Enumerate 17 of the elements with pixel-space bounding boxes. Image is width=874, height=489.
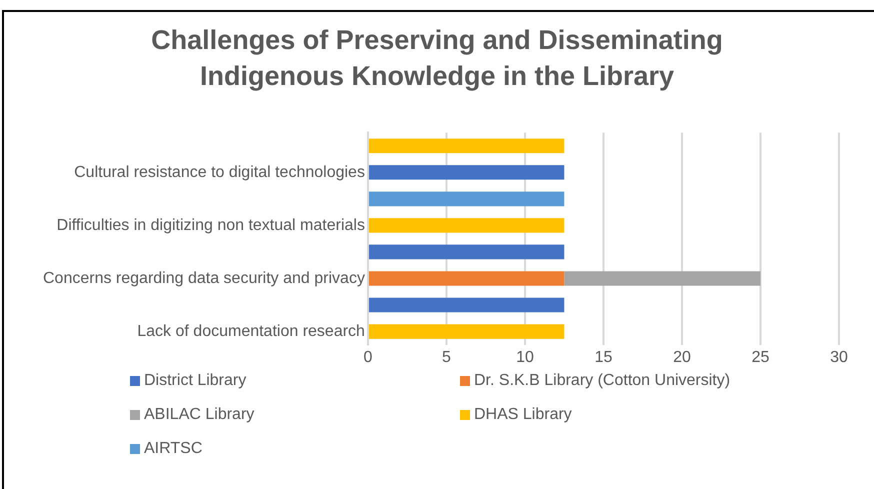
x-tick-label: 10 (516, 348, 534, 366)
legend-label: DHAS Library (474, 406, 572, 424)
y-tick-label: Concerns regarding data security and privacy (42, 270, 365, 287)
y-tick-label: Cultural resistance to digital technologies (74, 164, 365, 181)
x-tick-label: 5 (442, 348, 451, 366)
x-tick-label: 15 (594, 348, 612, 366)
legend-label: Dr. S.K.B Library (Cotton University) (474, 372, 730, 390)
x-tick-label: 30 (830, 348, 848, 366)
legend-label: ABILAC Library (144, 406, 254, 424)
x-tick-label: 0 (363, 348, 372, 366)
x-tick-label: 20 (673, 348, 691, 366)
chart-title: Challenges of Preserving and Disseminating Indigenous Knowledge in the Library (150, 24, 724, 93)
legend-label: District Library (144, 372, 246, 390)
legend-label: AIRTSC (144, 440, 202, 458)
y-tick-label: Lack of documentation research (137, 322, 365, 340)
y-tick-label: Difficulties in digitizing non textual materials (56, 216, 365, 234)
x-tick-label: 25 (752, 348, 770, 366)
